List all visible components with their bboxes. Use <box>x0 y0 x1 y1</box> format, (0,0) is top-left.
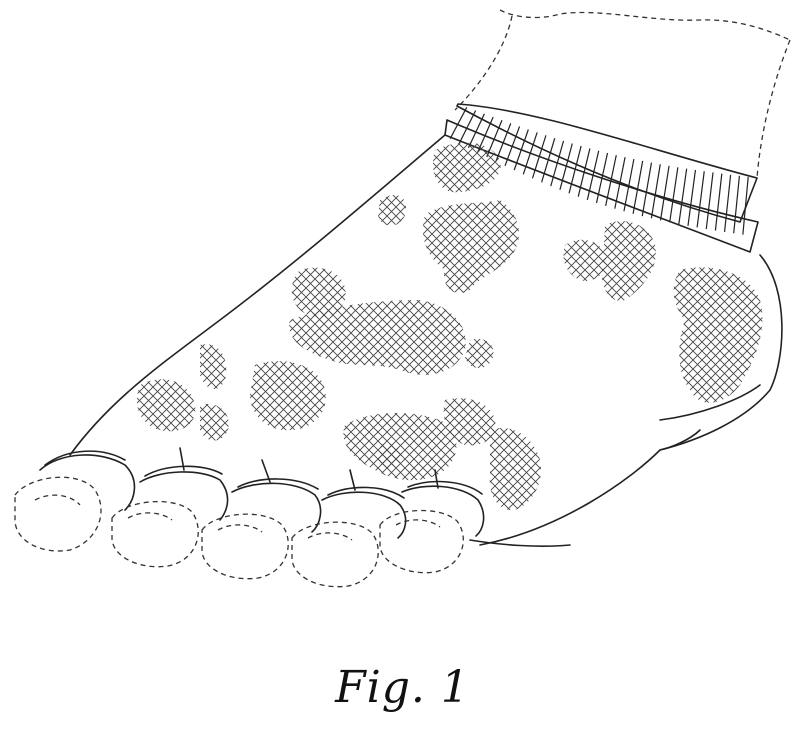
cuff-rib <box>743 177 748 235</box>
cuff-rib <box>715 174 721 231</box>
cuff-rib <box>642 163 651 216</box>
cuff-rib <box>706 172 713 229</box>
cuff-rib <box>661 166 670 221</box>
figure-caption: Fig. 1 <box>0 662 805 713</box>
camouflage-pattern <box>137 143 763 511</box>
cuff-rib <box>697 171 704 227</box>
cuff-rib <box>670 167 678 222</box>
cuff-rib <box>725 175 731 232</box>
cuff-rib <box>688 170 695 226</box>
leg-outline <box>455 10 790 178</box>
cuff-rib <box>734 176 740 233</box>
cuff-rib <box>679 169 687 224</box>
cuff-rib <box>651 164 660 218</box>
